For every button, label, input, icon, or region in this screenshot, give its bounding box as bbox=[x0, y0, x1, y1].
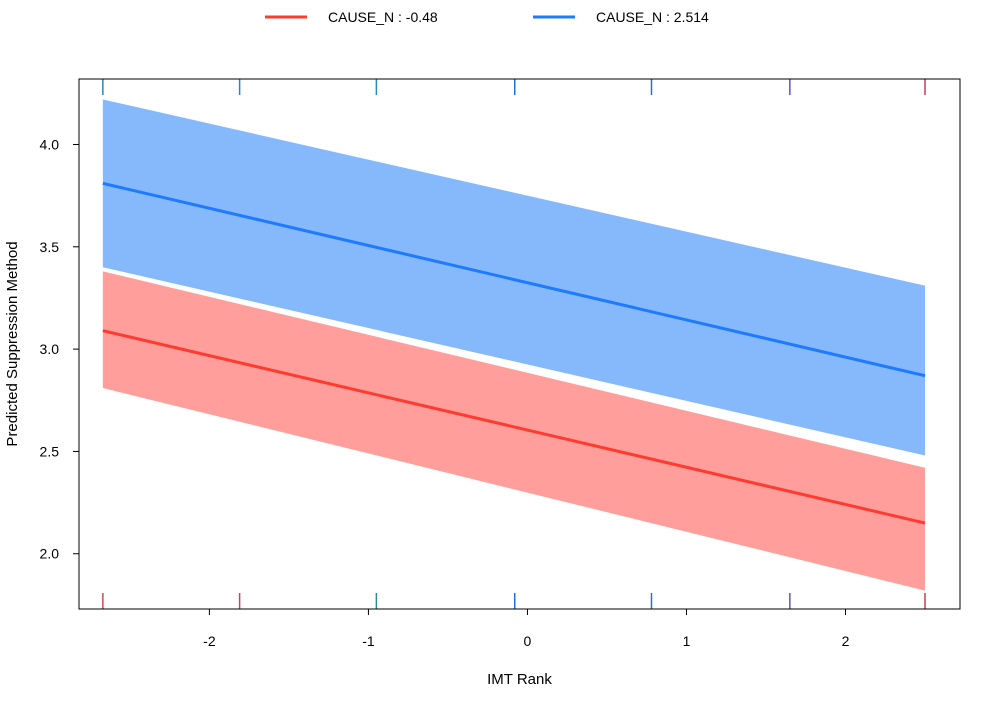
confidence-band-1 bbox=[102, 271, 926, 591]
series-line-1 bbox=[102, 329, 926, 525]
confidence-band-2 bbox=[102, 99, 926, 456]
y-tick-label: 2.5 bbox=[40, 443, 60, 459]
confidence-bands bbox=[102, 99, 926, 591]
legend-label-1: CAUSE_N : -0.48 bbox=[328, 9, 438, 25]
y-axis: 2.0 2.5 3.0 3.5 4.0 bbox=[40, 136, 79, 562]
y-axis-title: Predicted Suppression Method bbox=[4, 241, 21, 446]
y-tick-label: 4.0 bbox=[40, 136, 60, 152]
legend-label-2: CAUSE_N : 2.514 bbox=[596, 9, 709, 25]
y-tick-label: 3.5 bbox=[40, 239, 60, 255]
x-axis: -2 -1 0 1 2 bbox=[203, 609, 850, 649]
y-tick-label: 2.0 bbox=[40, 546, 60, 562]
y-tick-label: 3.0 bbox=[40, 341, 60, 357]
x-tick-label: -1 bbox=[362, 633, 375, 649]
legend: CAUSE_N : -0.48 CAUSE_N : 2.514 bbox=[265, 9, 709, 25]
plot-frame bbox=[78, 78, 961, 610]
x-tick-label: 0 bbox=[524, 633, 532, 649]
x-tick-label: 2 bbox=[842, 633, 850, 649]
x-axis-title: IMT Rank bbox=[487, 671, 552, 688]
x-tick-label: 1 bbox=[683, 633, 691, 649]
series-lines bbox=[102, 181, 926, 525]
rug-marks bbox=[102, 79, 926, 609]
series-line-2 bbox=[102, 181, 926, 378]
x-tick-label: -2 bbox=[203, 633, 216, 649]
